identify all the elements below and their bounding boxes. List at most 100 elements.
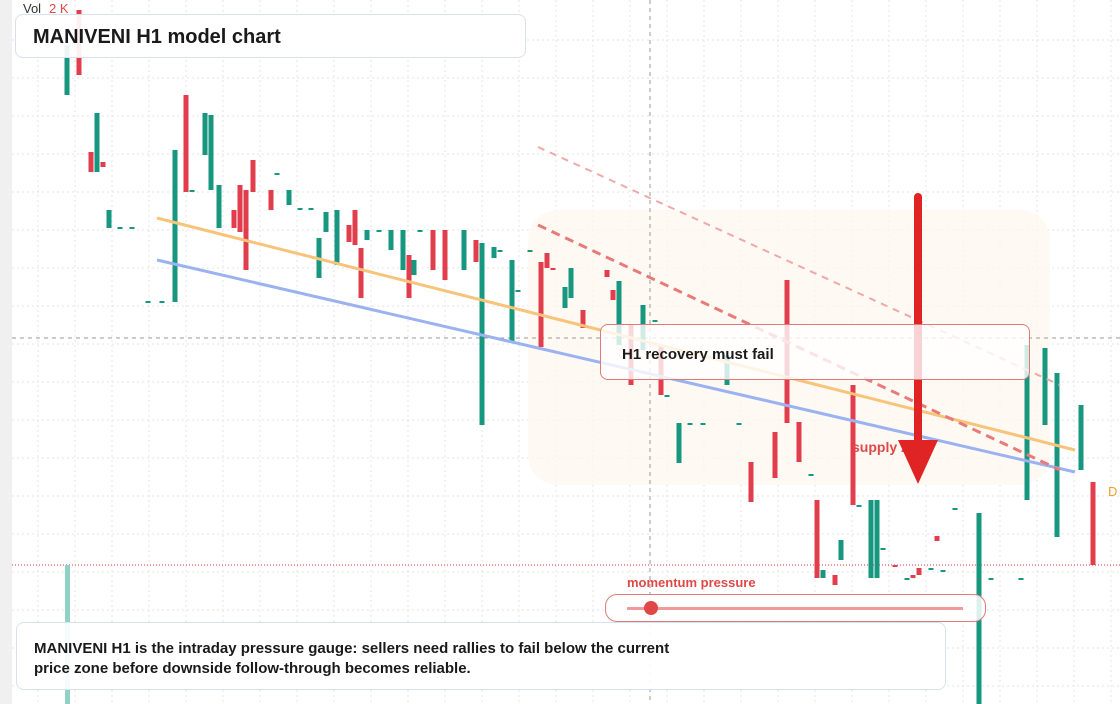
description-box: MANIVENI H1 is the intraday pressure gau… bbox=[16, 622, 946, 690]
candle bbox=[334, 210, 340, 265]
candle bbox=[1042, 348, 1048, 425]
candle bbox=[231, 210, 237, 228]
candle bbox=[442, 230, 448, 280]
candle bbox=[1090, 482, 1096, 565]
candle bbox=[491, 247, 497, 258]
candle bbox=[952, 508, 958, 510]
candle bbox=[497, 250, 503, 252]
channel-line-upper bbox=[537, 146, 1061, 386]
candle bbox=[562, 287, 568, 308]
gauge-box bbox=[605, 594, 986, 622]
gauge-knob bbox=[644, 601, 658, 615]
candle bbox=[145, 301, 151, 303]
candle bbox=[268, 190, 274, 210]
candle bbox=[904, 578, 910, 580]
candle bbox=[880, 548, 886, 550]
candle bbox=[216, 185, 222, 228]
candle bbox=[856, 505, 862, 507]
candle bbox=[772, 432, 778, 478]
candle bbox=[461, 230, 467, 270]
candle bbox=[346, 225, 352, 242]
candle bbox=[934, 536, 940, 541]
candle bbox=[358, 248, 364, 298]
candle bbox=[100, 162, 106, 167]
candle bbox=[237, 185, 243, 232]
candle bbox=[411, 260, 417, 275]
candle bbox=[604, 270, 610, 277]
candle bbox=[323, 212, 329, 232]
candle bbox=[700, 423, 706, 425]
candle bbox=[106, 210, 112, 228]
candle bbox=[88, 152, 94, 172]
candle bbox=[832, 575, 838, 585]
candle bbox=[202, 113, 208, 155]
candle bbox=[814, 500, 820, 578]
candle bbox=[928, 568, 934, 570]
candle bbox=[664, 395, 670, 397]
candle bbox=[172, 150, 178, 302]
title: MANIVENI H1 model chart bbox=[33, 26, 281, 48]
candle bbox=[580, 310, 586, 328]
candle bbox=[652, 320, 658, 322]
candle bbox=[940, 570, 946, 572]
arrow-head bbox=[898, 440, 938, 484]
candle bbox=[64, 45, 70, 95]
volume-value: 2 K bbox=[49, 1, 69, 16]
candle bbox=[1018, 578, 1024, 580]
candle bbox=[868, 500, 874, 578]
candle bbox=[687, 423, 693, 425]
candle bbox=[568, 268, 574, 298]
candle bbox=[736, 423, 742, 425]
candle bbox=[417, 230, 423, 232]
candle bbox=[430, 230, 436, 270]
candle bbox=[243, 190, 249, 270]
candle bbox=[676, 423, 682, 463]
candle bbox=[748, 462, 754, 502]
candle bbox=[352, 210, 358, 245]
candle bbox=[610, 290, 616, 300]
candle bbox=[308, 208, 314, 210]
candle bbox=[388, 230, 394, 250]
candle bbox=[406, 255, 412, 298]
candle bbox=[189, 190, 195, 192]
title-box: MANIVENI H1 model chart bbox=[15, 14, 526, 58]
gauge-label: momentum pressure bbox=[627, 575, 756, 590]
candle bbox=[1054, 373, 1060, 537]
candle bbox=[616, 281, 622, 345]
candle bbox=[400, 230, 406, 270]
candle bbox=[183, 95, 189, 192]
candle bbox=[159, 301, 165, 303]
candle bbox=[820, 570, 826, 578]
candle bbox=[1024, 345, 1030, 500]
candle bbox=[874, 500, 880, 578]
gauge-track bbox=[627, 607, 963, 610]
description: MANIVENI H1 is the intraday pressure gau… bbox=[34, 640, 670, 677]
candle bbox=[208, 115, 214, 190]
candle bbox=[988, 578, 994, 580]
candle bbox=[550, 268, 556, 270]
candle bbox=[515, 290, 521, 292]
candle bbox=[838, 540, 844, 560]
callout: H1 recovery must fail bbox=[622, 346, 774, 363]
candle bbox=[250, 160, 256, 192]
callout-box: H1 recovery must fail bbox=[600, 324, 1030, 380]
candle bbox=[892, 565, 898, 567]
candle bbox=[117, 227, 123, 229]
candle bbox=[544, 253, 550, 268]
candle bbox=[538, 262, 544, 347]
candle bbox=[473, 240, 479, 262]
volume-label: Vol bbox=[23, 1, 41, 16]
candle bbox=[364, 230, 370, 240]
candle bbox=[286, 190, 292, 205]
candle bbox=[94, 113, 100, 172]
candle bbox=[850, 385, 856, 505]
candle bbox=[129, 227, 135, 229]
candle bbox=[808, 474, 814, 476]
candle bbox=[274, 173, 280, 175]
candle bbox=[509, 260, 515, 342]
candle bbox=[796, 422, 802, 462]
candle bbox=[1078, 405, 1084, 470]
candle bbox=[910, 575, 916, 578]
left-edge bbox=[0, 0, 12, 704]
